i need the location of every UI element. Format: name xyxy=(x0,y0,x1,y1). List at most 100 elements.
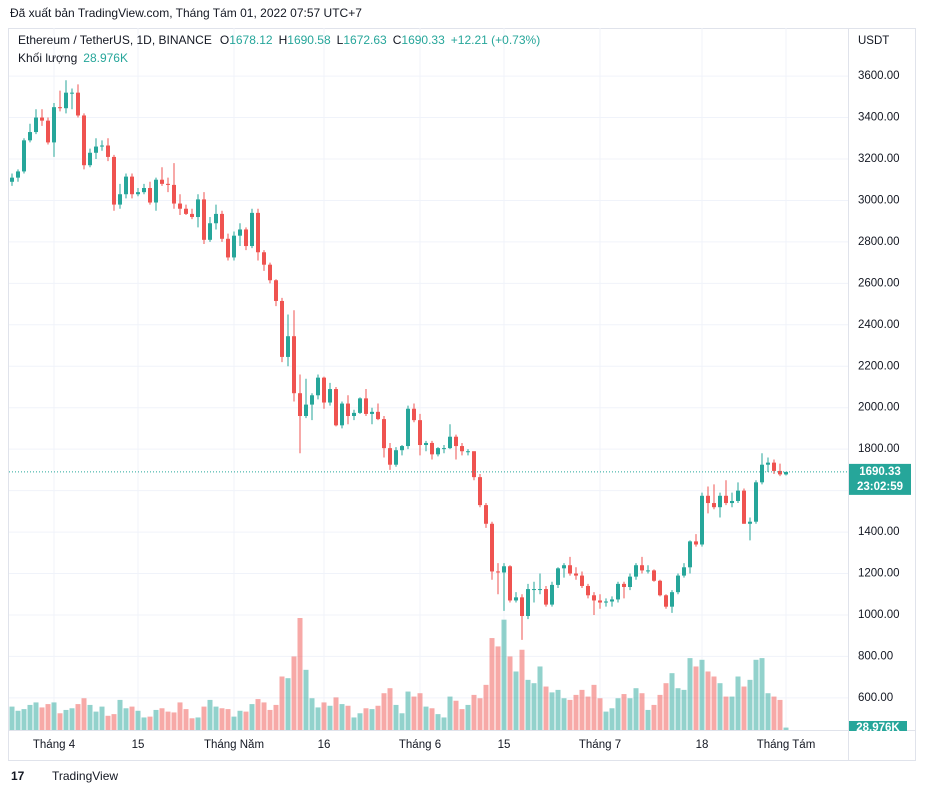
candle-body xyxy=(46,120,50,143)
volume-bar xyxy=(597,698,603,730)
volume-bar xyxy=(609,708,615,730)
candle-body xyxy=(448,436,452,449)
volume-bar xyxy=(177,702,183,730)
ohlc-label: H xyxy=(279,33,288,47)
volume-bar xyxy=(513,671,519,730)
ohlc-value: 1678.12 xyxy=(229,33,273,47)
volume-bar xyxy=(633,688,639,730)
volume-value: 28.976K xyxy=(83,51,128,65)
volume-bar xyxy=(555,689,561,730)
candle-body xyxy=(58,107,62,109)
volume-bar xyxy=(15,710,21,730)
candle-body xyxy=(688,541,692,568)
y-tick-label: 3400.00 xyxy=(858,112,900,124)
volume-bar xyxy=(627,698,633,730)
volume-bar xyxy=(417,693,423,730)
volume-bar xyxy=(501,619,507,730)
volume-bar xyxy=(705,671,711,730)
candle-body xyxy=(640,565,644,571)
candle-body xyxy=(478,477,482,506)
candle-body xyxy=(280,300,284,357)
volume-bar xyxy=(447,696,453,730)
candle-body xyxy=(406,408,410,447)
y-tick-label: 2600.00 xyxy=(858,277,900,289)
candle-body xyxy=(376,411,380,420)
volume-bar xyxy=(675,688,681,730)
countdown: 23:02:59 xyxy=(857,481,903,493)
candle-body xyxy=(712,503,716,508)
candle-body xyxy=(88,152,92,166)
candle-body xyxy=(346,403,350,416)
volume-bar xyxy=(693,666,699,730)
volume-bar xyxy=(561,698,567,730)
candle-body xyxy=(178,203,182,209)
candle-body xyxy=(538,589,542,591)
volume-bar xyxy=(543,686,549,730)
volume-bar xyxy=(369,709,375,730)
candle-body xyxy=(364,398,368,414)
volume-bar xyxy=(273,704,279,730)
candle-body xyxy=(508,566,512,601)
candle-body xyxy=(772,462,776,471)
candle-body xyxy=(676,575,680,593)
export-note: Đã xuất bản TradingView.com, Tháng Tám 0… xyxy=(10,6,362,20)
volume-bar xyxy=(93,711,99,730)
change: +12.21 (+0.73%) xyxy=(451,33,540,47)
ohlc-label: L xyxy=(337,33,344,47)
y-tick-label: 2400.00 xyxy=(858,319,900,331)
candle-body xyxy=(490,523,494,572)
volume-bar xyxy=(537,666,543,730)
volume-bar xyxy=(405,691,411,730)
volume-bar xyxy=(525,679,531,730)
candle-body xyxy=(250,212,254,247)
candle-body xyxy=(670,592,674,607)
volume-bar xyxy=(111,714,117,730)
volume-bar xyxy=(27,704,33,730)
candle-body xyxy=(298,393,302,416)
volume-bar xyxy=(321,702,327,730)
x-tick-label: 15 xyxy=(132,739,145,751)
candle-body xyxy=(292,336,296,394)
ohlc-value: 1672.63 xyxy=(343,33,387,47)
candle-body xyxy=(574,573,578,576)
ohlc-value: 1690.58 xyxy=(287,33,331,47)
volume-bar xyxy=(363,708,369,730)
volume-bar xyxy=(39,707,45,730)
y-tick-label: 3200.00 xyxy=(858,153,900,165)
volume-bar xyxy=(123,708,129,730)
volume-bar xyxy=(645,709,651,730)
volume-bar xyxy=(549,692,555,730)
candle-body xyxy=(718,495,722,508)
candle-body xyxy=(568,565,572,574)
candle-body xyxy=(484,505,488,524)
volume-bar xyxy=(339,704,345,730)
candle-body xyxy=(274,280,278,301)
last-price: 1690.33 xyxy=(859,466,901,478)
candle-body xyxy=(112,156,116,205)
candle-body xyxy=(442,448,446,450)
candle-body xyxy=(136,192,140,195)
volume-bar xyxy=(735,676,741,730)
volume-bar xyxy=(87,704,93,730)
candle-body xyxy=(22,140,26,172)
volume-bar xyxy=(297,618,303,730)
volume-bar xyxy=(189,718,195,730)
volume-bar xyxy=(471,694,477,730)
volume-bar xyxy=(33,702,39,730)
x-tick-label: 18 xyxy=(696,739,709,751)
candle-body xyxy=(586,585,590,596)
volume-bar xyxy=(249,704,255,730)
candle-body xyxy=(634,565,638,577)
y-tick-label: 3600.00 xyxy=(858,70,900,82)
volume-bar xyxy=(219,708,225,730)
volume-bar xyxy=(141,717,147,730)
volume-bar xyxy=(777,699,783,730)
volume-bar xyxy=(147,716,153,730)
candle-body xyxy=(526,589,530,617)
candle-body xyxy=(424,442,428,446)
candle-body xyxy=(562,565,566,569)
candle-body xyxy=(556,568,560,585)
volume-bar xyxy=(357,713,363,730)
candle-body xyxy=(244,229,248,247)
